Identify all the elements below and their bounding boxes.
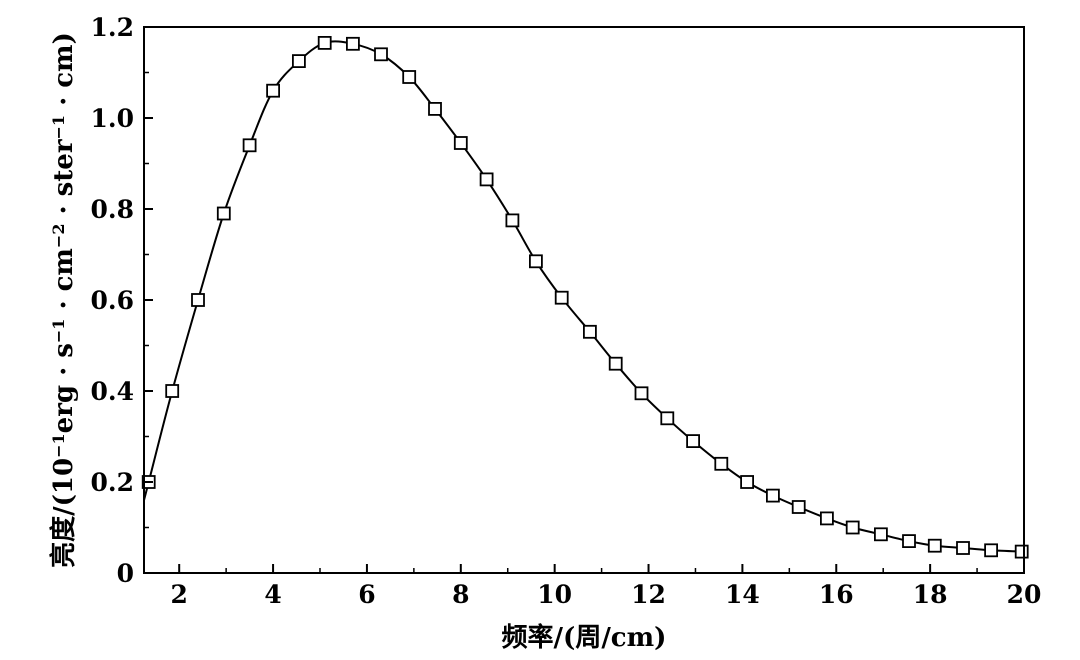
data-point <box>634 386 649 401</box>
x-axis: 2 4 6 8 10 12 14 16 18 20 <box>170 564 1041 609</box>
y-axis-title-segment: · cm <box>49 248 79 319</box>
y-tick-label: 1.0 <box>91 104 135 133</box>
x-tick-label: 12 <box>631 580 666 609</box>
y-axis-title: 亮度/(10−1erg · s−1 · cm−2 · ster−1 · cm) <box>48 32 79 568</box>
data-point <box>583 324 597 339</box>
x-tick-label: 14 <box>725 580 760 609</box>
data-point <box>956 541 970 555</box>
x-tick-label: 6 <box>358 580 375 609</box>
data-point <box>291 54 306 68</box>
data-point <box>927 538 942 553</box>
data-point <box>374 47 388 62</box>
y-tick-label: 0.4 <box>91 377 135 406</box>
x-tick-label: 8 <box>452 580 469 609</box>
data-point <box>845 520 860 535</box>
y-axis-title-segment: · ster <box>49 139 79 223</box>
x-tick-label: 10 <box>537 580 572 609</box>
x-tick-label: 16 <box>819 580 854 609</box>
data-point <box>453 136 468 150</box>
x-tick-label: 4 <box>264 580 281 609</box>
data-point <box>505 213 520 228</box>
y-tick-label: 0 <box>117 559 134 588</box>
data-point <box>216 206 231 221</box>
y-axis-title-segment: erg · s <box>49 343 79 433</box>
data-point <box>317 36 332 50</box>
data-point <box>714 456 729 471</box>
x-tick-label: 18 <box>913 580 948 609</box>
data-point <box>984 543 998 558</box>
data-point <box>402 70 417 84</box>
plot-area <box>141 36 1029 559</box>
y-axis-title-segment: · cm) <box>49 32 79 115</box>
data-point <box>428 102 442 116</box>
data-point <box>242 138 257 153</box>
data-point <box>554 290 569 305</box>
x-tick-label: 20 <box>1007 580 1042 609</box>
data-point <box>902 534 916 548</box>
data-point <box>266 83 281 98</box>
data-point <box>874 527 888 542</box>
y-tick-label: 0.6 <box>91 286 135 315</box>
plot-frame <box>143 26 1025 574</box>
y-axis-title-segment: 亮度/(10 <box>48 458 79 568</box>
series-line <box>143 40 1022 553</box>
y-axis: 0 0.2 0.4 0.6 0.8 1.0 1.2 <box>91 13 153 588</box>
data-point <box>660 411 675 426</box>
x-axis-title: 频率/(周/cm) <box>502 622 667 653</box>
data-point <box>686 434 700 449</box>
data-point <box>820 511 834 526</box>
y-tick-label: 0.8 <box>91 195 135 224</box>
y-axis-title-superscript: −2 <box>49 224 68 249</box>
data-point <box>608 356 623 371</box>
y-tick-label: 1.2 <box>91 13 135 42</box>
data-point <box>191 293 205 307</box>
data-point <box>345 36 360 51</box>
y-axis-title-superscript: −1 <box>49 319 68 344</box>
data-point <box>791 500 806 514</box>
x-tick-label: 2 <box>170 580 187 609</box>
data-point <box>479 172 494 187</box>
y-tick-label: 0.2 <box>91 468 135 497</box>
data-point <box>529 254 543 269</box>
y-axis-title-superscript: −1 <box>49 433 68 458</box>
data-point <box>1014 544 1029 559</box>
data-point <box>740 475 754 489</box>
y-axis-title-superscript: −1 <box>49 115 68 140</box>
data-point <box>165 384 180 398</box>
data-point <box>766 488 780 503</box>
